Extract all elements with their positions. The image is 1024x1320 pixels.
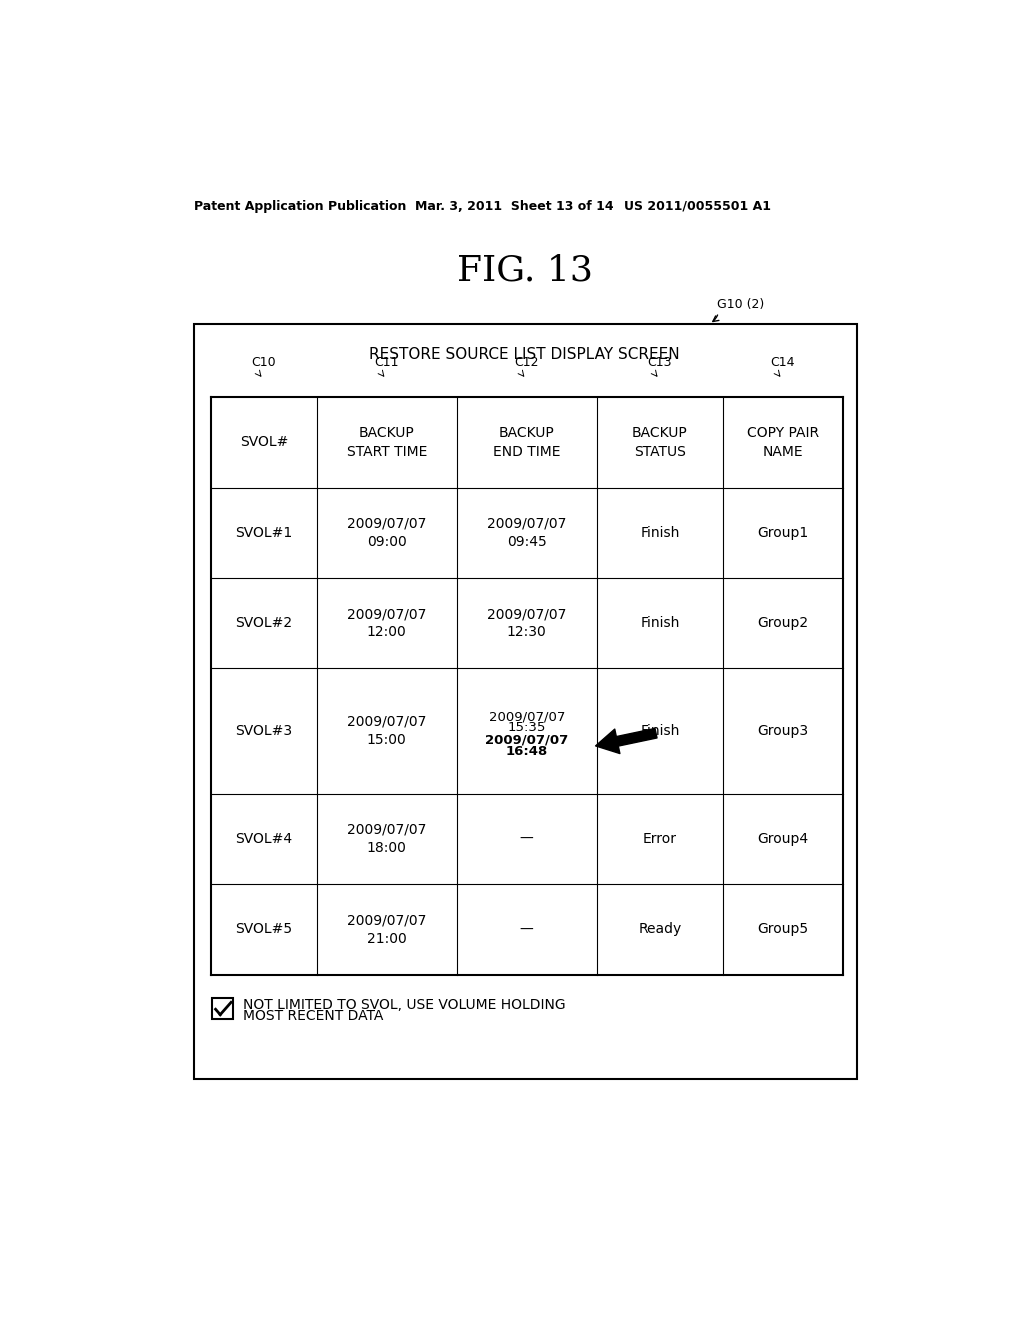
Text: FIG. 13: FIG. 13 <box>457 253 593 286</box>
Text: Mar. 3, 2011  Sheet 13 of 14: Mar. 3, 2011 Sheet 13 of 14 <box>415 199 613 213</box>
Text: Finish: Finish <box>640 725 680 738</box>
Text: C12: C12 <box>514 356 539 370</box>
Text: SVOL#5: SVOL#5 <box>236 923 293 936</box>
Text: Group1: Group1 <box>757 525 808 540</box>
Text: MOST RECENT DATA: MOST RECENT DATA <box>243 1010 383 1023</box>
Text: Patent Application Publication: Patent Application Publication <box>194 199 407 213</box>
Text: COPY PAIR
NAME: COPY PAIR NAME <box>746 426 819 458</box>
Text: Error: Error <box>643 832 677 846</box>
Text: Finish: Finish <box>640 525 680 540</box>
Text: —: — <box>520 832 534 846</box>
Text: SVOL#2: SVOL#2 <box>236 616 293 630</box>
Text: —: — <box>520 923 534 936</box>
Text: 16:48: 16:48 <box>506 744 548 758</box>
Text: Group3: Group3 <box>757 725 808 738</box>
Text: Group2: Group2 <box>757 616 808 630</box>
Text: NOT LIMITED TO SVOL, USE VOLUME HOLDING: NOT LIMITED TO SVOL, USE VOLUME HOLDING <box>243 998 565 1012</box>
Text: 2009/07/07
15:00: 2009/07/07 15:00 <box>347 715 426 747</box>
Text: SVOL#: SVOL# <box>240 436 288 449</box>
Text: US 2011/0055501 A1: US 2011/0055501 A1 <box>624 199 771 213</box>
Text: BACKUP
STATUS: BACKUP STATUS <box>632 426 688 458</box>
Text: Group4: Group4 <box>757 832 808 846</box>
Text: Finish: Finish <box>640 616 680 630</box>
Text: SVOL#1: SVOL#1 <box>236 525 293 540</box>
Text: Group5: Group5 <box>757 923 808 936</box>
Text: BACKUP
START TIME: BACKUP START TIME <box>346 426 427 458</box>
Text: 2009/07/07
09:45: 2009/07/07 09:45 <box>487 516 566 549</box>
Text: 2009/07/07
09:00: 2009/07/07 09:00 <box>347 516 426 549</box>
Text: 2009/07/07
18:00: 2009/07/07 18:00 <box>347 822 426 855</box>
Text: C14: C14 <box>770 356 795 370</box>
Text: 2009/07/07: 2009/07/07 <box>485 734 568 747</box>
Text: C11: C11 <box>375 356 399 370</box>
Text: 2009/07/07
21:00: 2009/07/07 21:00 <box>347 913 426 945</box>
Text: SVOL#3: SVOL#3 <box>236 725 293 738</box>
Bar <box>212 998 233 1019</box>
Text: SVOL#4: SVOL#4 <box>236 832 293 846</box>
Text: Ready: Ready <box>638 923 682 936</box>
Text: C13: C13 <box>647 356 672 370</box>
Text: C10: C10 <box>252 356 276 370</box>
Bar <box>194 323 856 1078</box>
Text: G10 (2): G10 (2) <box>717 298 764 312</box>
Text: 2009/07/07
12:30: 2009/07/07 12:30 <box>487 607 566 639</box>
Text: RESTORE SOURCE LIST DISPLAY SCREEN: RESTORE SOURCE LIST DISPLAY SCREEN <box>370 347 680 362</box>
Text: 15:35: 15:35 <box>508 721 546 734</box>
FancyArrowPatch shape <box>596 729 657 754</box>
Text: BACKUP
END TIME: BACKUP END TIME <box>493 426 560 458</box>
Text: 2009/07/07: 2009/07/07 <box>488 710 565 723</box>
Text: 2009/07/07
12:00: 2009/07/07 12:00 <box>347 607 426 639</box>
